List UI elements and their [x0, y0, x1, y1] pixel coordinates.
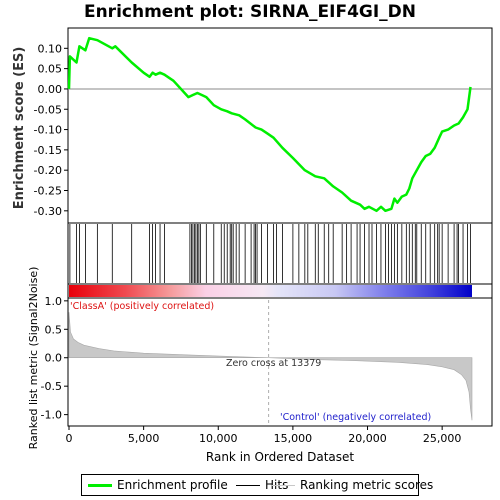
metric-y-tick-label: 1.0 [45, 295, 63, 308]
legend-label-ranking: Ranking metric scores [300, 478, 434, 492]
es-panel-frame [67, 27, 493, 224]
zero-cross-annotation: Zero cross at 13379 [226, 358, 321, 369]
es-y-tick-label: -0.25 [34, 185, 62, 198]
legend-item-ranking: Ranking metric scores [271, 478, 433, 492]
chart-title: Enrichment plot: SIRNA_EIF4GI_DN [83, 2, 417, 22]
legend-label-enrichment: Enrichment profile [117, 478, 228, 492]
metric-layer: 1.0 0.5 0.0 -0.5 -1.0 0 5,000 10,000 15,000 20,00… [41, 295, 473, 445]
x-tick-label: 25,000 [423, 432, 462, 445]
es-y-tick-label: -0.30 [34, 205, 62, 218]
legend: Enrichment profile Hits Ranking metric s… [81, 474, 433, 496]
classa-annotation: 'ClassA' (positively correlated) [70, 301, 214, 312]
es-y-tick-label: 0.05 [38, 63, 63, 76]
x-tick-label: 5,000 [128, 432, 160, 445]
es-y-tick-label: -0.15 [34, 144, 62, 157]
es-y-tick-label: -0.20 [34, 164, 62, 177]
x-axis-label: Rank in Ordered Dataset [206, 450, 354, 464]
x-tick-label: 10,000 [199, 432, 238, 445]
legend-swatch-hits [236, 484, 260, 486]
x-tick-label: 15,000 [274, 432, 313, 445]
x-tick-label: 0 [66, 432, 73, 445]
es-y-axis-label: Enrichment score (ES) [12, 47, 27, 210]
x-tick-label: 20,000 [348, 432, 387, 445]
metric-y-tick-label: 0.5 [45, 323, 63, 336]
es-y-tick-label: 0.10 [38, 42, 63, 55]
legend-swatch-ranking [271, 484, 295, 486]
es-layer: 0.10 0.05 0.00 -0.05 -0.10 -0.15 -0.20 -0.25 -0.… [34, 36, 492, 218]
metric-y-tick-label: -0.5 [41, 380, 62, 393]
control-annotation: 'Control' (negatively correlated) [280, 412, 431, 423]
enrichment-profile-line [67, 36, 472, 213]
metric-y-axis-label: Ranked list metric (Signal2Noise) [27, 267, 40, 450]
es-y-tick-label: -0.10 [34, 124, 62, 137]
legend-swatch-enrichment [88, 483, 112, 487]
metric-y-tick-label: -1.0 [41, 409, 62, 422]
ranking-metric-area [68, 312, 473, 421]
es-y-tick-label: 0.00 [38, 83, 63, 96]
legend-item-enrichment: Enrichment profile [88, 478, 228, 492]
metric-y-tick-label: 0.0 [45, 352, 63, 365]
es-y-tick-label: -0.05 [34, 103, 62, 116]
rank-gradient [69, 285, 472, 297]
hits-layer [69, 224, 471, 283]
